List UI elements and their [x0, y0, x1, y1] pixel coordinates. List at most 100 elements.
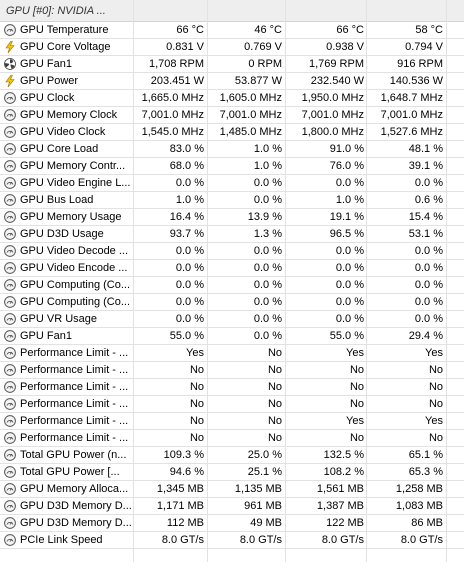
value-column-3: 8.0 GT/s [321, 534, 364, 546]
value-column-2: 0.0 % [253, 262, 282, 274]
sensor-row-performance-limit[interactable]: Performance Limit - ... Yes No Yes Yes [0, 345, 464, 362]
value-column-2: 0.0 % [253, 194, 282, 206]
sensor-name: GPU Fan1 [20, 330, 72, 342]
sensor-row-gpu-computing-co[interactable]: GPU Computing (Co... 0.0 % 0.0 % 0.0 % 0.0 % [0, 277, 464, 294]
value-column-3: 1.0 % [335, 194, 364, 206]
thermometer-icon [4, 24, 16, 36]
sensor-row-gpu-memory-contr[interactable]: GPU Memory Contr... 68.0 % 1.0 % 76.0 % 39.1… [0, 158, 464, 175]
value-column-2: 46 °C [254, 24, 282, 36]
value-column-3: 76.0 % [329, 160, 364, 172]
sensor-row-performance-limit[interactable]: Performance Limit - ... No No Yes Yes [0, 413, 464, 430]
group-title: GPU [#0]: NVIDIA ... [6, 5, 106, 17]
sensor-row-gpu-d3d-memory-d[interactable]: GPU D3D Memory D... 112 MB 49 MB 122 MB 86 M… [0, 515, 464, 532]
sensor-row-gpu-memory-usage[interactable]: GPU Memory Usage 16.4 % 13.9 % 19.1 % 15.4 % [0, 209, 464, 226]
sensor-row-gpu-vr-usage[interactable]: GPU VR Usage 0.0 % 0.0 % 0.0 % 0.0 % [0, 311, 464, 328]
sensor-row-total-gpu-power-n[interactable]: Total GPU Power (n... 109.3 % 25.0 % 132.5 … [0, 447, 464, 464]
value-column-2: 1.0 % [253, 143, 282, 155]
value-column-1: 68.0 % [169, 160, 204, 172]
value-column-1: No [189, 432, 204, 444]
value-column-3: 232.540 W [310, 75, 364, 87]
sensor-row-gpu-memory-alloca[interactable]: GPU Memory Alloca... 1,345 MB 1,135 MB 1,56… [0, 481, 464, 498]
value-column-1: 16.4 % [169, 211, 204, 223]
gauge-icon [4, 194, 16, 206]
sensor-name: GPU D3D Memory D... [20, 517, 132, 529]
sensor-row-gpu-memory-clock[interactable]: GPU Memory Clock 7,001.0 MHz 7,001.0 MHz 7,… [0, 107, 464, 124]
value-column-2: 0 RPM [248, 58, 282, 70]
value-column-4: 0.6 % [414, 194, 443, 206]
value-column-4: No [428, 398, 443, 410]
sensor-row-gpu-temperature[interactable]: GPU Temperature 66 °C 46 °C 66 °C 58 °C [0, 22, 464, 39]
sensor-row-performance-limit[interactable]: Performance Limit - ... No No No No [0, 362, 464, 379]
sensor-name: GPU Memory Clock [20, 109, 118, 121]
value-column-2: 1,135 MB [234, 483, 282, 495]
gauge-icon [4, 347, 16, 359]
value-column-1: Yes [186, 347, 204, 359]
sensor-name: Performance Limit - ... [20, 415, 129, 427]
sensor-row-gpu-d3d-usage[interactable]: GPU D3D Usage 93.7 % 1.3 % 96.5 % 53.1 % [0, 226, 464, 243]
sensor-row-gpu-d3d-memory-d[interactable]: GPU D3D Memory D... 1,171 MB 961 MB 1,387 M… [0, 498, 464, 515]
gauge-icon [4, 126, 16, 138]
value-column-3: 66 °C [336, 24, 364, 36]
value-column-2: 0.0 % [253, 330, 282, 342]
value-column-2: 0.0 % [253, 245, 282, 257]
value-column-3: 0.0 % [335, 177, 364, 189]
sensor-name: GPU Video Clock [20, 126, 106, 138]
sensor-row-gpu-core-load[interactable]: GPU Core Load 83.0 % 1.0 % 91.0 % 48.1 % [0, 141, 464, 158]
gauge-icon [4, 398, 16, 410]
sensor-row-gpu-fan1[interactable]: GPU Fan1 55.0 % 0.0 % 55.0 % 29.4 % [0, 328, 464, 345]
value-column-1: No [189, 415, 204, 427]
sensor-row-gpu-video-encode[interactable]: GPU Video Encode ... 0.0 % 0.0 % 0.0 % 0.0 % [0, 260, 464, 277]
value-column-1: 0.0 % [175, 279, 204, 291]
group-header[interactable]: GPU [#0]: NVIDIA ... [0, 0, 464, 22]
sensor-name: Performance Limit - ... [20, 381, 129, 393]
value-column-1: 1,171 MB [156, 500, 204, 512]
sensor-row-gpu-video-engine-l[interactable]: GPU Video Engine L... 0.0 % 0.0 % 0.0 % 0.0 … [0, 175, 464, 192]
lightning-bolt-icon [4, 74, 16, 88]
value-column-3: 19.1 % [329, 211, 364, 223]
sensor-row-gpu-computing-co[interactable]: GPU Computing (Co... 0.0 % 0.0 % 0.0 % 0.0 % [0, 294, 464, 311]
value-column-4: 39.1 % [408, 160, 443, 172]
gauge-icon [4, 143, 16, 155]
value-column-1: 1,665.0 MHz [141, 92, 204, 104]
gauge-icon [4, 449, 16, 461]
value-column-2: No [267, 347, 282, 359]
sensor-name: Total GPU Power (n... [20, 449, 127, 461]
sensor-name: GPU Memory Contr... [20, 160, 126, 172]
gauge-icon [4, 415, 16, 427]
gauge-icon [4, 177, 16, 189]
sensor-row-performance-limit[interactable]: Performance Limit - ... No No No No [0, 430, 464, 447]
sensor-row-gpu-video-clock[interactable]: GPU Video Clock 1,545.0 MHz 1,485.0 MHz 1,8… [0, 124, 464, 141]
value-column-4: 0.0 % [414, 296, 443, 308]
sensor-row-gpu-fan1[interactable]: GPU Fan1 1,708 RPM 0 RPM 1,769 RPM 916 RPM [0, 56, 464, 73]
sensor-row-gpu-video-decode[interactable]: GPU Video Decode ... 0.0 % 0.0 % 0.0 % 0.0 % [0, 243, 464, 260]
sensor-row-gpu-power[interactable]: GPU Power 203.451 W 53.877 W 232.540 W 140.5… [0, 73, 464, 90]
sensor-row-performance-limit[interactable]: Performance Limit - ... No No No No [0, 396, 464, 413]
sensor-row-gpu-bus-load[interactable]: GPU Bus Load 1.0 % 0.0 % 1.0 % 0.6 % [0, 192, 464, 209]
sensor-row-gpu-clock[interactable]: GPU Clock 1,665.0 MHz 1,605.0 MHz 1,950.0 M… [0, 90, 464, 107]
value-column-1: 0.831 V [166, 41, 204, 53]
sensor-row-pcie-link-speed[interactable]: PCIe Link Speed 8.0 GT/s 8.0 GT/s 8.0 GT/s 8… [0, 532, 464, 549]
value-column-1: 66 °C [176, 24, 204, 36]
value-column-2: 1.0 % [253, 160, 282, 172]
value-column-1: No [189, 398, 204, 410]
value-column-1: 94.6 % [169, 466, 204, 478]
sensor-row-performance-limit[interactable]: Performance Limit - ... No No No No [0, 379, 464, 396]
sensor-name: GPU Video Decode ... [20, 245, 129, 257]
value-column-1: 1,345 MB [156, 483, 204, 495]
value-column-4: 1,258 MB [395, 483, 443, 495]
gauge-icon [4, 262, 16, 274]
sensor-row-gpu-core-voltage[interactable]: GPU Core Voltage 0.831 V 0.769 V 0.938 V 0.7… [0, 39, 464, 56]
sensor-name: GPU Fan1 [20, 58, 72, 70]
value-column-3: 0.0 % [335, 296, 364, 308]
gauge-icon [4, 279, 16, 291]
gauge-icon [4, 211, 16, 223]
sensor-row-total-gpu-power[interactable]: Total GPU Power [... 94.6 % 25.1 % 108.2 % 6… [0, 464, 464, 481]
value-column-3: 108.2 % [323, 466, 364, 478]
value-column-2: 8.0 GT/s [239, 534, 282, 546]
value-column-3: 96.5 % [329, 228, 364, 240]
sensor-name: GPU Memory Usage [20, 211, 122, 223]
gauge-icon [4, 228, 16, 240]
value-column-4: 65.3 % [408, 466, 443, 478]
sensor-name: GPU Power [20, 75, 79, 87]
value-column-1: 8.0 GT/s [161, 534, 204, 546]
